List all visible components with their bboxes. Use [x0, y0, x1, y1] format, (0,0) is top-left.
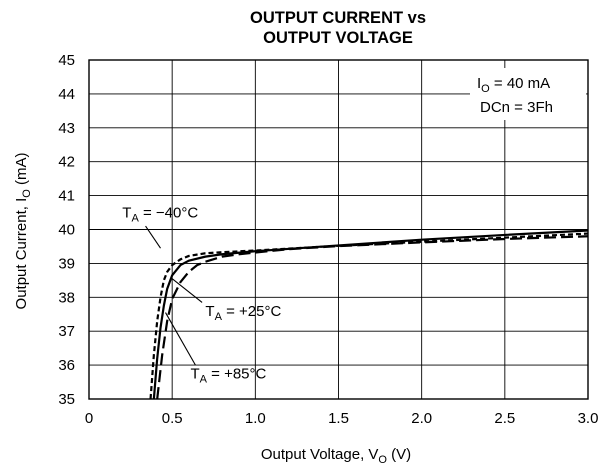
- series-label-0: TA = −40°C: [122, 205, 198, 225]
- series-lines: [149, 229, 589, 400]
- series-label-2: TA = +85°C: [190, 366, 266, 386]
- plot-frame: [88, 59, 589, 400]
- y-axis-label: Output Current, IO (mA): [13, 153, 33, 310]
- annotation-leader-0: [145, 225, 161, 249]
- y-tick-label: 35: [58, 391, 75, 408]
- series-label-1: TA = +25°C: [205, 303, 281, 323]
- x-tick-labels: 0 0.5 1.0 1.5 2.0 2.5 3.0: [85, 410, 599, 427]
- x-tick-label: 0: [85, 410, 93, 427]
- x-tick-label: 2.5: [494, 410, 515, 427]
- series-line-2: [156, 235, 589, 400]
- annotation-leader-1: [171, 278, 203, 303]
- chart-title-line-2: OUTPUT VOLTAGE: [263, 29, 413, 47]
- conditions-box: [470, 68, 586, 120]
- condition-dcn: DCn = 3Fh: [480, 99, 553, 116]
- series-line-1: [152, 229, 589, 400]
- y-tick-label: 45: [58, 52, 75, 69]
- chart-title-line-1: OUTPUT CURRENT vs: [250, 9, 426, 27]
- x-tick-label: 1.5: [328, 410, 349, 427]
- annotation-leader-2: [165, 312, 196, 366]
- y-tick-label: 39: [58, 255, 75, 272]
- y-tick-labels: 35 36 37 38 39 40 41 42 43 44 45: [58, 52, 75, 408]
- y-tick-label: 44: [58, 86, 75, 103]
- x-tick-label: 0.5: [162, 410, 183, 427]
- series-annotations: TA = −40°C TA = +25°C TA = +85°C: [122, 205, 281, 386]
- y-tick-label: 37: [58, 323, 75, 340]
- condition-output-current: IO = 40 mA: [477, 75, 550, 95]
- y-tick-label: 41: [58, 188, 75, 205]
- x-axis-label: Output Voltage, VO (V): [261, 446, 411, 466]
- x-tick-label: 1.0: [245, 410, 266, 427]
- x-tick-label: 2.0: [411, 410, 432, 427]
- x-tick-label: 3.0: [578, 410, 599, 427]
- y-tick-label: 40: [58, 222, 75, 239]
- y-tick-label: 36: [58, 357, 75, 374]
- y-tick-label: 43: [58, 120, 75, 137]
- y-tick-label: 42: [58, 154, 75, 171]
- y-tick-label: 38: [58, 289, 75, 306]
